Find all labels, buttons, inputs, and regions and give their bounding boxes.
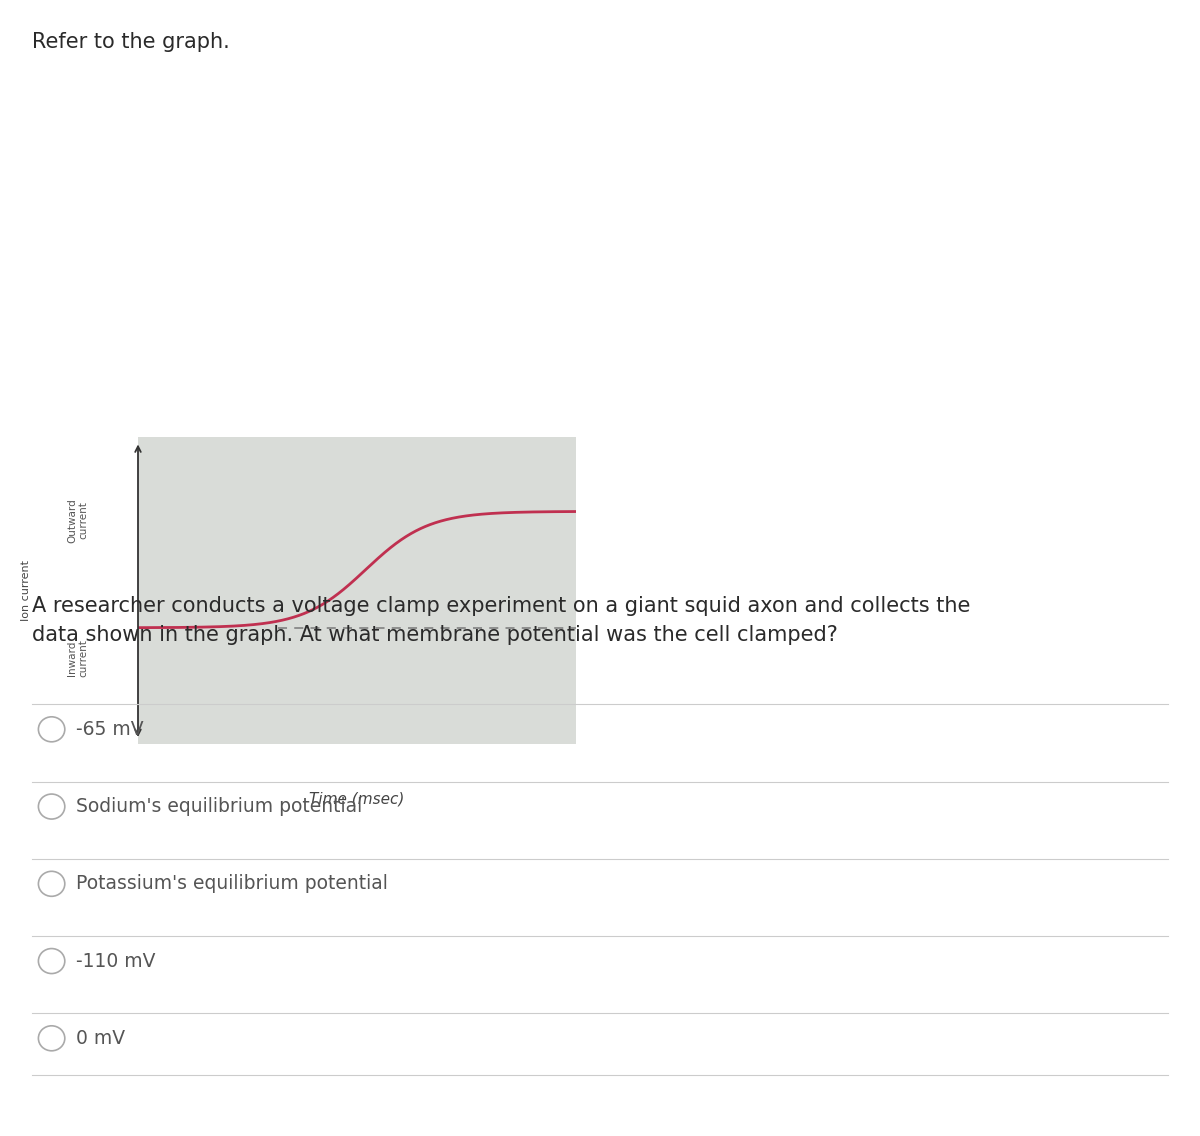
Text: Outward
current: Outward current — [67, 498, 89, 543]
Text: Refer to the graph.: Refer to the graph. — [32, 32, 230, 52]
Text: -65 mV: -65 mV — [76, 720, 143, 738]
Text: Time (msec): Time (msec) — [310, 792, 404, 807]
Text: Inward
current: Inward current — [67, 640, 89, 677]
Text: 0 mV: 0 mV — [76, 1029, 125, 1047]
Text: A researcher conducts a voltage clamp experiment on a giant squid axon and colle: A researcher conducts a voltage clamp ex… — [32, 596, 971, 645]
Text: Sodium's equilibrium potential: Sodium's equilibrium potential — [76, 797, 362, 816]
Text: -110 mV: -110 mV — [76, 952, 155, 970]
Text: Ion current: Ion current — [22, 560, 31, 621]
Text: Potassium's equilibrium potential: Potassium's equilibrium potential — [76, 875, 388, 893]
